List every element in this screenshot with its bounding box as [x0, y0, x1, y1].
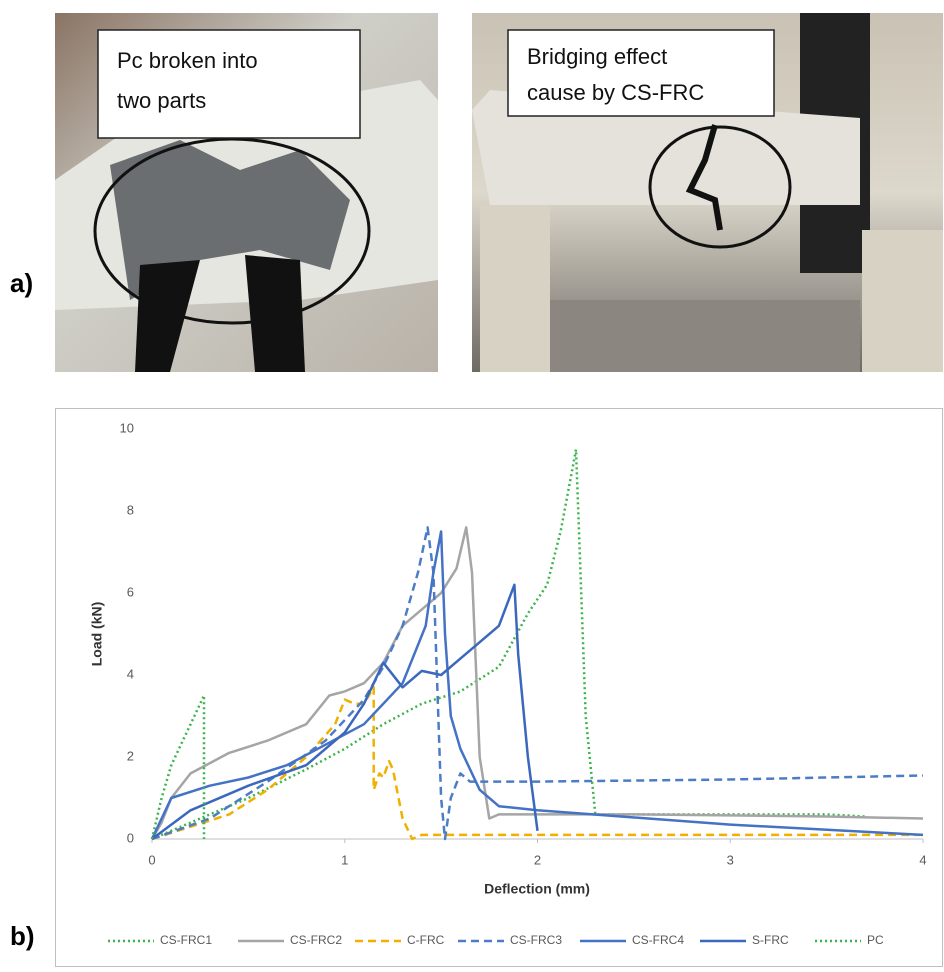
y-tick-label: 2 [127, 748, 134, 763]
x-tick-label: 2 [534, 852, 541, 867]
panel-label: b) [10, 921, 35, 951]
legend-label: C-FRC [407, 933, 445, 947]
series-line [150, 694, 206, 840]
legend-label: CS-FRC1 [160, 933, 212, 947]
y-tick-label: 0 [127, 830, 134, 845]
y-axis-label: Load (kN) [89, 602, 105, 667]
panel-label: a) [10, 268, 33, 298]
series-line [151, 448, 866, 841]
y-tick-label: 10 [120, 420, 134, 435]
callout-text: Pc broken into [117, 48, 258, 73]
y-tick-label: 4 [127, 666, 134, 681]
x-tick-label: 4 [919, 852, 926, 867]
x-tick-label: 3 [727, 852, 734, 867]
legend-label: CS-FRC3 [510, 933, 562, 947]
callout-text: two parts [117, 88, 206, 113]
legend-label: S-FRC [752, 933, 789, 947]
legend-label: PC [867, 933, 884, 947]
series-line [151, 526, 924, 841]
series-line [150, 530, 924, 840]
y-tick-label: 8 [127, 502, 134, 517]
callout-text: cause by CS-FRC [527, 80, 704, 105]
series-line [151, 583, 539, 841]
x-axis-label: Deflection (mm) [484, 881, 590, 897]
callout-text: Bridging effect [527, 44, 667, 69]
photo-broken-specimen [55, 13, 438, 372]
x-tick-label: 1 [341, 852, 348, 867]
photo-bridging [472, 13, 943, 372]
y-tick-label: 6 [127, 584, 134, 599]
legend-label: CS-FRC2 [290, 933, 342, 947]
legend-label: CS-FRC4 [632, 933, 684, 947]
series-line [150, 526, 924, 840]
series-line [151, 686, 923, 841]
x-tick-label: 0 [148, 852, 155, 867]
